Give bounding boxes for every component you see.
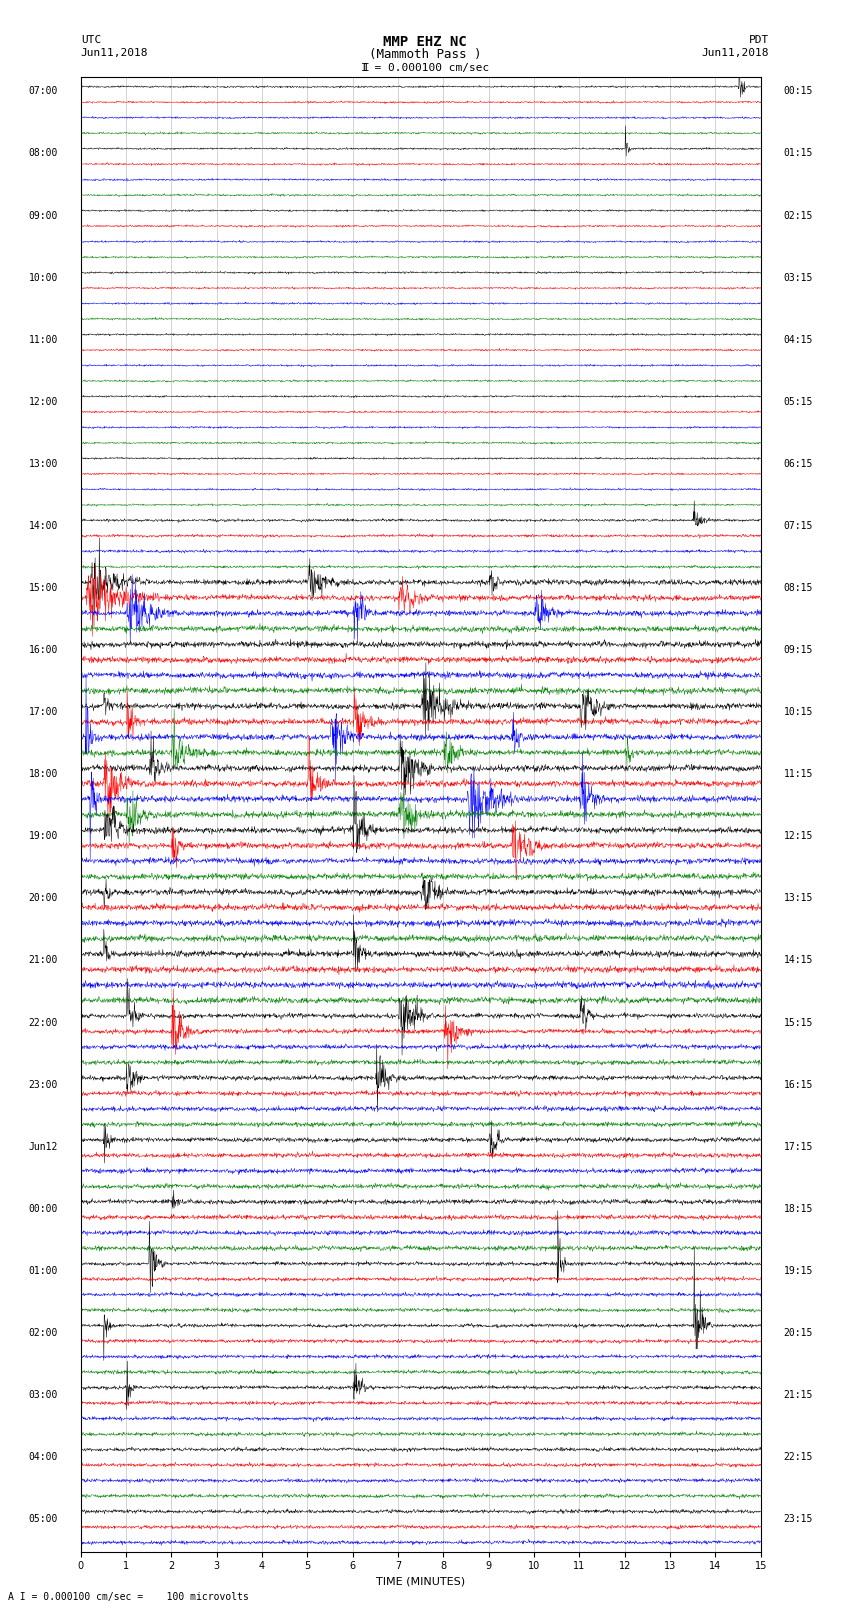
- Text: 19:15: 19:15: [784, 1266, 813, 1276]
- Text: 18:00: 18:00: [29, 769, 58, 779]
- Text: 22:15: 22:15: [784, 1452, 813, 1461]
- Text: I = 0.000100 cm/sec: I = 0.000100 cm/sec: [361, 63, 489, 73]
- Text: I: I: [363, 63, 370, 73]
- Text: 02:00: 02:00: [29, 1327, 58, 1337]
- Text: 10:15: 10:15: [784, 706, 813, 718]
- Text: 16:15: 16:15: [784, 1079, 813, 1090]
- Text: UTC: UTC: [81, 35, 101, 45]
- Text: 17:15: 17:15: [784, 1142, 813, 1152]
- Text: 23:15: 23:15: [784, 1515, 813, 1524]
- Text: Jun11,2018: Jun11,2018: [702, 48, 769, 58]
- Text: 11:15: 11:15: [784, 769, 813, 779]
- Text: 13:15: 13:15: [784, 894, 813, 903]
- Text: 13:00: 13:00: [29, 458, 58, 469]
- Text: 06:15: 06:15: [784, 458, 813, 469]
- Text: A I = 0.000100 cm/sec =    100 microvolts: A I = 0.000100 cm/sec = 100 microvolts: [8, 1592, 249, 1602]
- X-axis label: TIME (MINUTES): TIME (MINUTES): [377, 1578, 465, 1587]
- Text: 12:00: 12:00: [29, 397, 58, 406]
- Text: Jun11,2018: Jun11,2018: [81, 48, 148, 58]
- Text: 04:15: 04:15: [784, 334, 813, 345]
- Text: 14:15: 14:15: [784, 955, 813, 966]
- Text: 15:00: 15:00: [29, 582, 58, 594]
- Text: 00:15: 00:15: [784, 87, 813, 97]
- Text: 09:00: 09:00: [29, 211, 58, 221]
- Text: 20:15: 20:15: [784, 1327, 813, 1337]
- Text: 08:00: 08:00: [29, 148, 58, 158]
- Text: 15:15: 15:15: [784, 1018, 813, 1027]
- Text: 22:00: 22:00: [29, 1018, 58, 1027]
- Text: 05:15: 05:15: [784, 397, 813, 406]
- Text: 00:00: 00:00: [29, 1203, 58, 1213]
- Text: 11:00: 11:00: [29, 334, 58, 345]
- Text: 21:15: 21:15: [784, 1390, 813, 1400]
- Text: 07:00: 07:00: [29, 87, 58, 97]
- Text: MMP EHZ NC: MMP EHZ NC: [383, 35, 467, 48]
- Text: 20:00: 20:00: [29, 894, 58, 903]
- Text: 08:15: 08:15: [784, 582, 813, 594]
- Text: Jun12: Jun12: [29, 1142, 58, 1152]
- Text: 18:15: 18:15: [784, 1203, 813, 1213]
- Text: PDT: PDT: [749, 35, 769, 45]
- Text: 03:00: 03:00: [29, 1390, 58, 1400]
- Text: 23:00: 23:00: [29, 1079, 58, 1090]
- Text: 12:15: 12:15: [784, 831, 813, 842]
- Text: 04:00: 04:00: [29, 1452, 58, 1461]
- Text: 05:00: 05:00: [29, 1515, 58, 1524]
- Text: 02:15: 02:15: [784, 211, 813, 221]
- Text: 09:15: 09:15: [784, 645, 813, 655]
- Text: 03:15: 03:15: [784, 273, 813, 282]
- Text: 14:00: 14:00: [29, 521, 58, 531]
- Text: (Mammoth Pass ): (Mammoth Pass ): [369, 48, 481, 61]
- Text: 10:00: 10:00: [29, 273, 58, 282]
- Text: 21:00: 21:00: [29, 955, 58, 966]
- Text: 01:15: 01:15: [784, 148, 813, 158]
- Text: 01:00: 01:00: [29, 1266, 58, 1276]
- Text: 17:00: 17:00: [29, 706, 58, 718]
- Text: 16:00: 16:00: [29, 645, 58, 655]
- Text: 07:15: 07:15: [784, 521, 813, 531]
- Text: 19:00: 19:00: [29, 831, 58, 842]
